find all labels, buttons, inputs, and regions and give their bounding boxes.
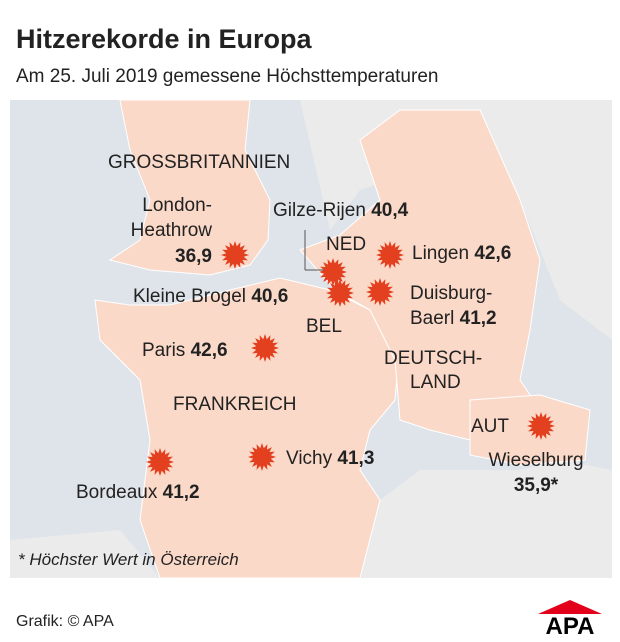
station-label: Paris 42,6 <box>142 340 228 361</box>
station-labels: London- Heathrow 36,9 Gilze-Rijen 40,4 L… <box>76 195 584 503</box>
country-label: BEL <box>306 316 342 337</box>
station-name: Vichy <box>286 448 333 469</box>
country-label: NED <box>326 234 366 255</box>
title: Hitzerekorde in Europa <box>16 24 313 54</box>
country-label: GROSSBRITANNIEN <box>108 152 290 173</box>
land <box>300 100 612 578</box>
footnote: * Höchster Wert in Österreich <box>18 550 239 569</box>
country-labels: GROSSBRITANNIEN NED BEL FRANKREICH DEUTS… <box>108 152 509 437</box>
station-label: Baerl 41,2 <box>410 308 497 329</box>
logo: APA <box>538 600 602 640</box>
sun-marker <box>366 278 394 306</box>
logo-text: APA <box>546 613 595 640</box>
logo-mark <box>538 600 602 614</box>
station-value: 41,2 <box>460 308 497 329</box>
station-name: Paris <box>142 340 185 361</box>
uk <box>108 99 271 276</box>
station-label: Kleine Brogel 40,6 <box>133 286 288 307</box>
station-name: Baerl <box>410 308 454 329</box>
station-value: 42,6 <box>191 340 228 361</box>
station-label: Vichy 41,3 <box>286 448 374 469</box>
station-name: Kleine Brogel <box>133 286 246 307</box>
land <box>10 530 160 578</box>
station-label: Bordeaux 41,2 <box>76 482 200 503</box>
station-name: London- <box>142 195 212 216</box>
map <box>10 99 612 579</box>
station-name: Duisburg- <box>410 283 492 304</box>
station-name: Wieselburg <box>488 450 583 471</box>
sun-marker <box>527 412 555 440</box>
station-name: Heathrow <box>131 220 213 241</box>
station-label: Lingen 42,6 <box>412 243 511 264</box>
station-value: 40,4 <box>371 200 408 221</box>
station-value: 40,6 <box>251 286 288 307</box>
sun-marker <box>251 334 279 362</box>
station-value: 41,2 <box>163 482 200 503</box>
station-name: Lingen <box>412 243 469 264</box>
station-value: 41,3 <box>337 448 374 469</box>
sun-marker <box>376 241 404 269</box>
station-name: Bordeaux <box>76 482 158 503</box>
station-label: Gilze-Rijen 40,4 <box>273 200 409 221</box>
source: Grafik: © APA <box>16 613 114 630</box>
station-value: 35,9* <box>514 475 559 496</box>
station-value: 42,6 <box>474 243 511 264</box>
station-name: Gilze-Rijen <box>273 200 366 221</box>
country-label: AUT <box>471 416 509 437</box>
station-value: 36,9 <box>175 246 212 267</box>
sun-marker <box>248 443 276 471</box>
sun-marker <box>326 279 354 307</box>
subtitle: Am 25. Juli 2019 gemessene Höchsttempera… <box>16 66 438 87</box>
country-label: DEUTSCH- <box>384 348 482 369</box>
country-label: FRANKREICH <box>173 394 297 415</box>
country-label: LAND <box>410 372 461 393</box>
germany <box>299 109 542 441</box>
sun-marker <box>146 448 174 476</box>
france <box>94 277 401 579</box>
sun-marker <box>319 258 347 286</box>
sun-marker <box>221 241 249 269</box>
